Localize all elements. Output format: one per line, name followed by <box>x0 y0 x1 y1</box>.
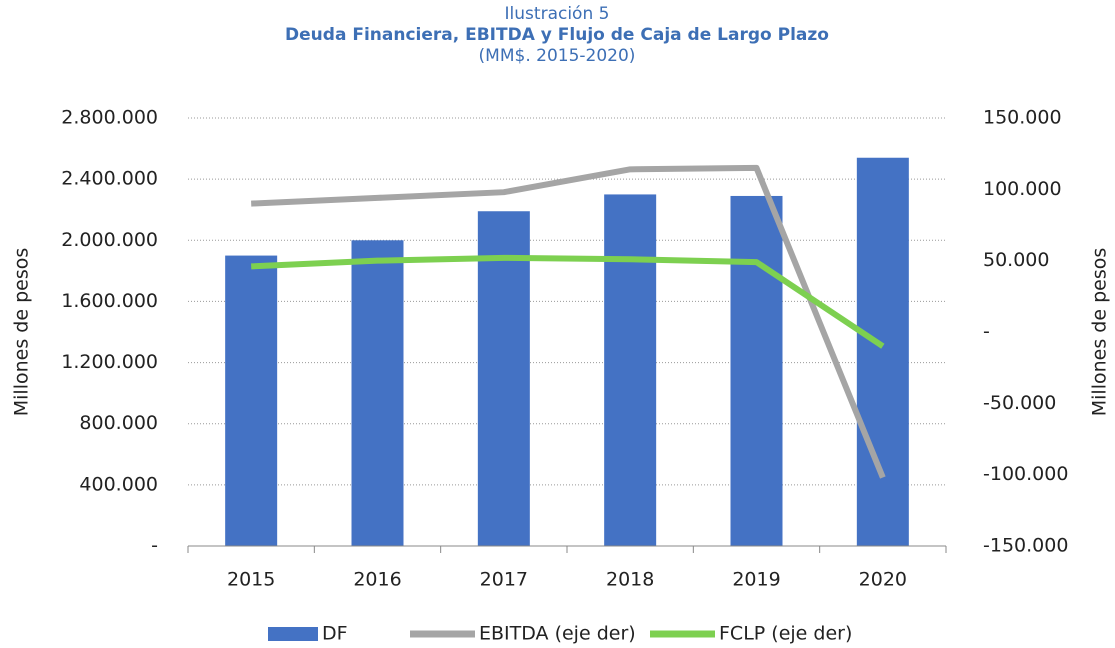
y-tick-label: 1.200.000 <box>61 351 158 373</box>
x-tick-label: 2017 <box>480 569 528 591</box>
legend-label: EBITDA (eje der) <box>479 623 636 645</box>
y-tick-label: - <box>151 535 158 557</box>
y-tick-label: 400.000 <box>79 473 158 495</box>
y2-tick-label: 50.000 <box>983 249 1049 271</box>
x-tick-label: 2019 <box>732 569 780 591</box>
bar <box>477 211 530 546</box>
bar <box>730 195 783 546</box>
y-tick-label: 2.400.000 <box>61 168 158 190</box>
y-tick-label: 2.000.000 <box>61 229 158 251</box>
y2-tick-label: -100.000 <box>983 463 1068 485</box>
bar <box>604 194 657 546</box>
x-tick-label: 2018 <box>606 569 654 591</box>
legend-label: FCLP (eje der) <box>719 623 852 645</box>
y2-tick-label: -150.000 <box>983 535 1068 557</box>
y-tick-label: 2.800.000 <box>61 107 158 129</box>
bar <box>856 157 909 546</box>
bar <box>351 240 404 547</box>
y2-axis-label: Millones de pesos <box>1089 248 1111 417</box>
legend-label: DF <box>322 623 348 645</box>
line-series <box>251 164 886 479</box>
x-tick-label: 2020 <box>859 569 907 591</box>
chart-subtitle: (MM$. 2015-2020) <box>479 46 636 66</box>
chart-title: Ilustración 5 <box>505 4 610 24</box>
y2-tick-label: 100.000 <box>983 178 1062 200</box>
line-series <box>251 254 885 349</box>
y-tick-label: 1.600.000 <box>61 290 158 312</box>
y2-tick-label: 150.000 <box>983 107 1062 129</box>
y2-tick-label: - <box>983 321 990 343</box>
legend-swatch <box>268 627 318 641</box>
x-tick-label: 2015 <box>227 569 275 591</box>
y-tick-label: 800.000 <box>79 412 158 434</box>
y2-tick-label: -50.000 <box>983 392 1056 414</box>
bar <box>225 255 278 547</box>
chart-subtitle: Deuda Financiera, EBITDA y Flujo de Caja… <box>285 25 829 45</box>
x-tick-label: 2016 <box>353 569 401 591</box>
y-axis-label: Millones de pesos <box>11 248 33 417</box>
